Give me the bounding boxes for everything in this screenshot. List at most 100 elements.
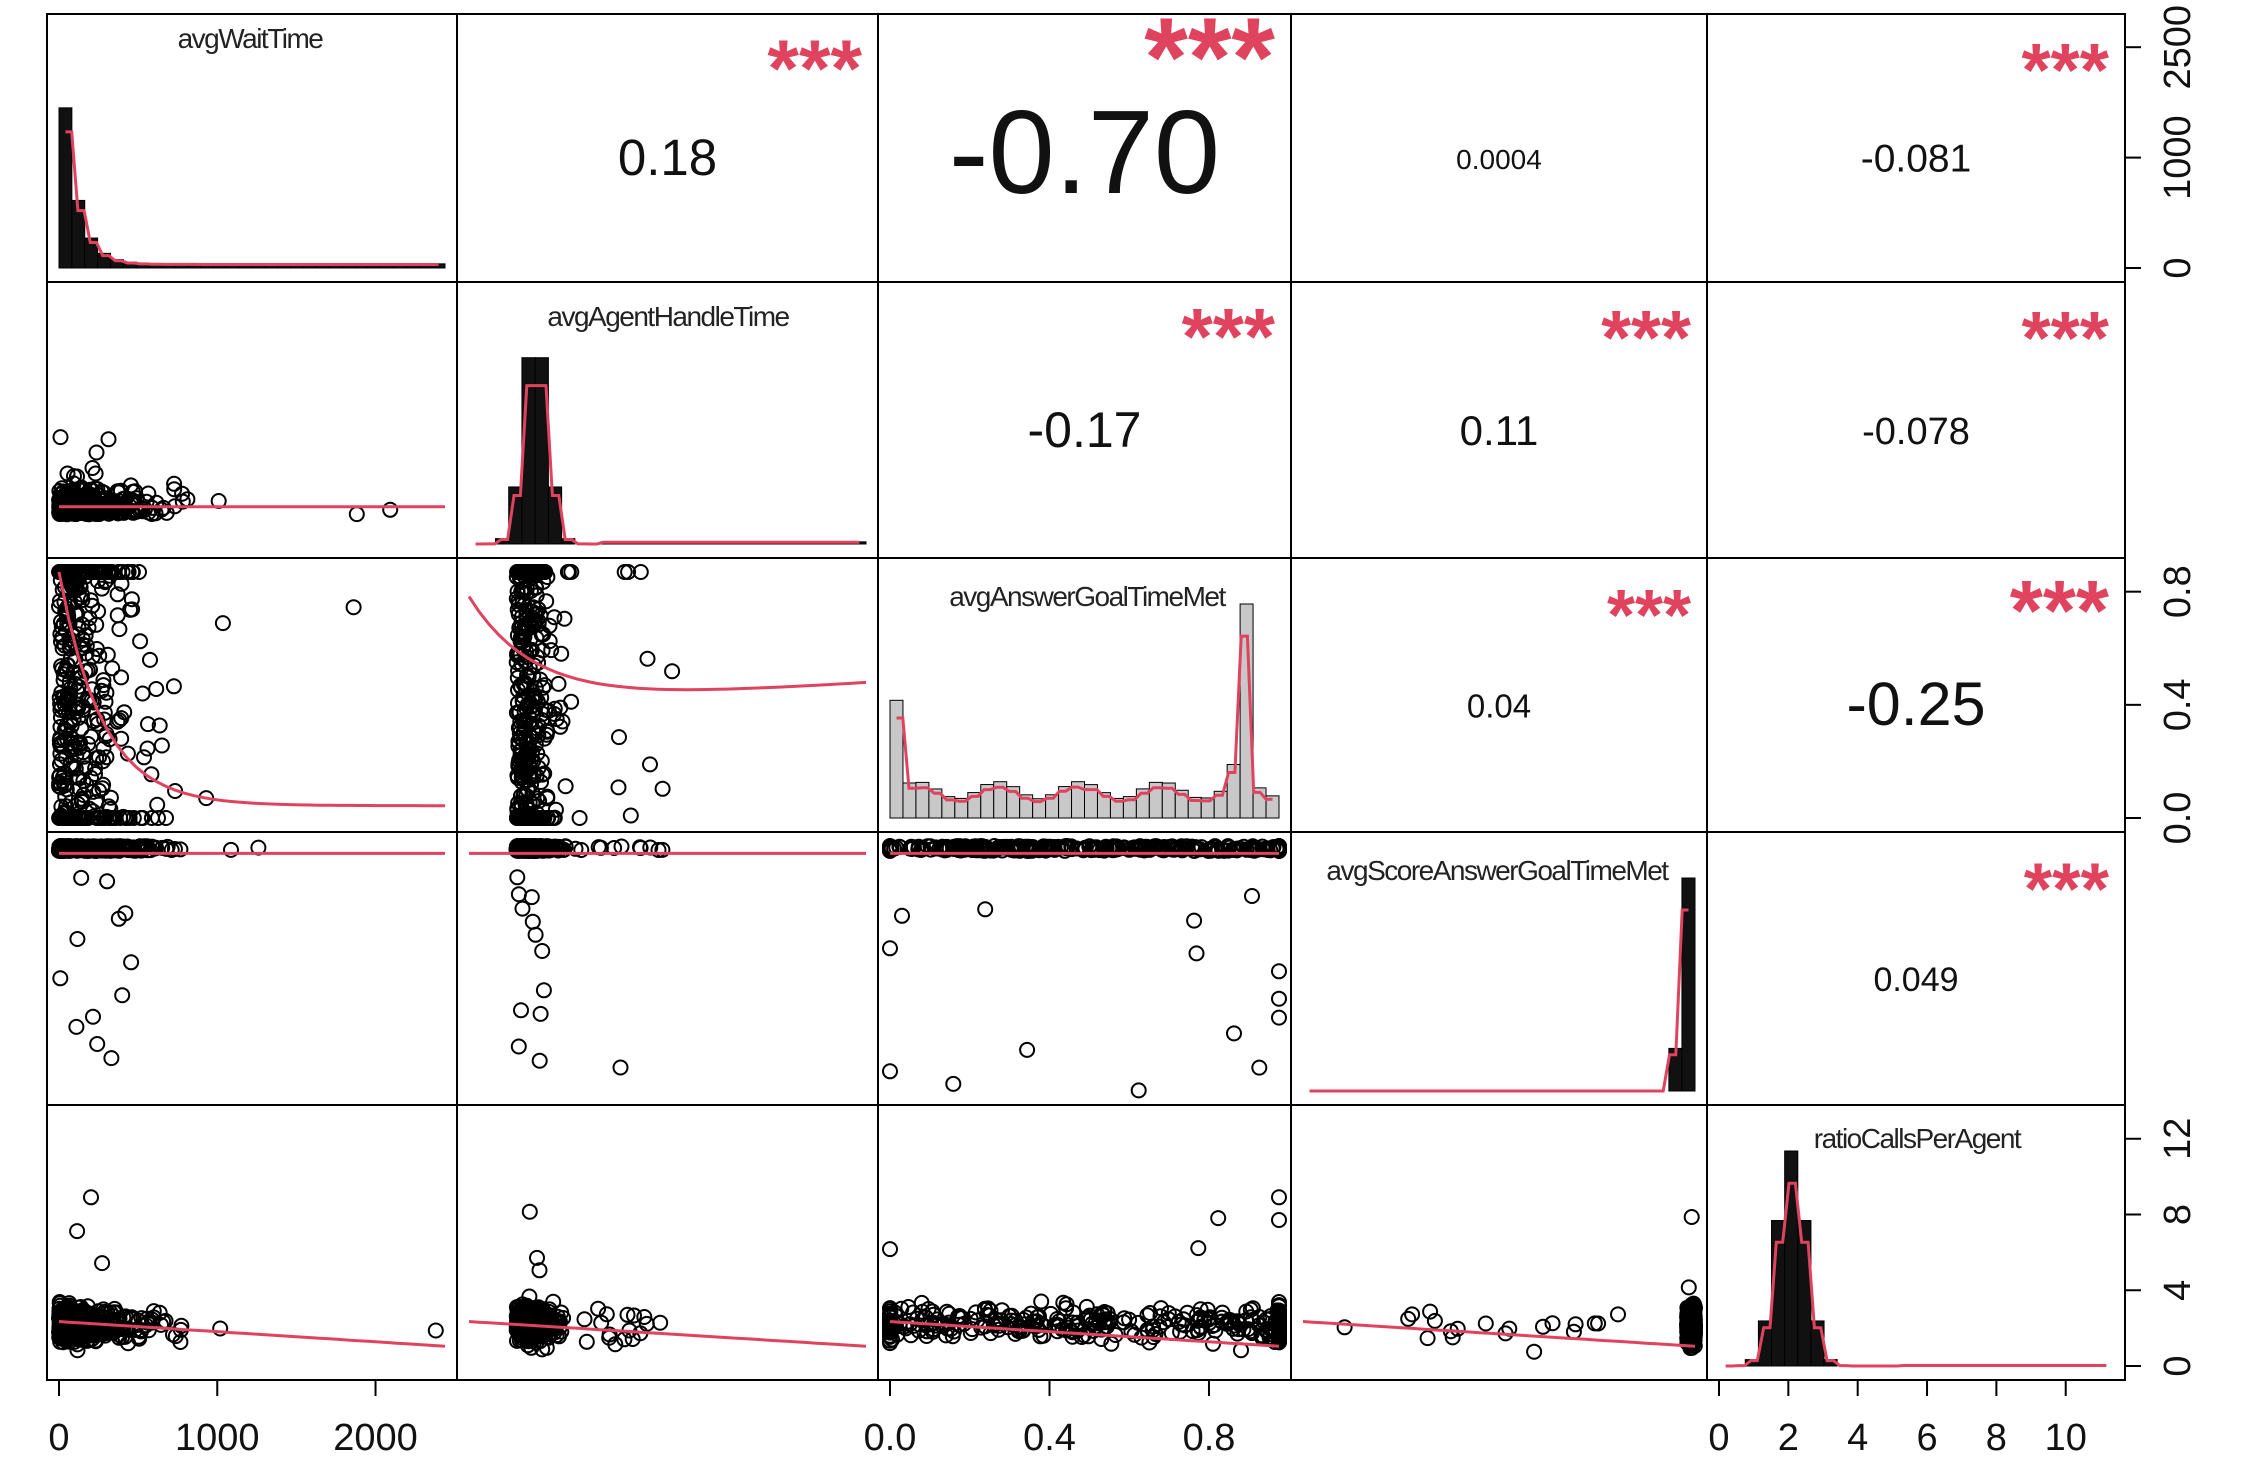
scatter-point <box>512 810 528 826</box>
scatter-point <box>95 776 112 793</box>
scatter-point <box>153 737 170 754</box>
scatter-point <box>88 641 105 657</box>
scatter-panel-avgAnswerGoalTimeMet-vs-avgAgentHandleTime <box>467 564 867 826</box>
correlation-panel-0-2: -0.70*** <box>949 0 1276 219</box>
scatter-point <box>533 626 550 643</box>
significance-stars: *** <box>767 24 862 114</box>
scatter-point <box>1680 1279 1697 1296</box>
density-line <box>896 634 1273 804</box>
scatter-point <box>576 1311 593 1328</box>
scatter-point <box>55 689 72 706</box>
scatter-point <box>509 601 526 618</box>
scatter-point <box>527 926 544 943</box>
scatter-point <box>622 807 639 824</box>
scatter-point <box>83 769 99 786</box>
scatter-point <box>512 743 529 760</box>
scatter-point <box>125 810 142 826</box>
panel-border <box>46 13 458 283</box>
scatter-point <box>1226 1025 1242 1042</box>
significance-stars: *** <box>2021 28 2109 112</box>
scatter-point <box>664 663 681 680</box>
correlation-value: -0.078 <box>1862 411 1970 453</box>
scatter-point <box>515 676 532 693</box>
smooth-line <box>57 571 445 808</box>
scatter-point <box>166 481 183 498</box>
scatter-point <box>882 940 898 957</box>
scatter-point <box>348 506 365 523</box>
scatter-point <box>882 1063 898 1080</box>
histogram-bar <box>889 699 904 819</box>
scatter-point <box>642 756 658 773</box>
scatter-point <box>120 564 137 580</box>
diagonal-panel-avgAnswerGoalTimeMet: avgAnswerGoalTimeMet <box>889 581 1280 819</box>
scatter-point <box>550 675 567 692</box>
scatter-point <box>123 842 140 859</box>
scatter-point <box>111 712 128 729</box>
scatter-point <box>427 1322 444 1339</box>
scatter-point <box>1033 1293 1050 1310</box>
panel-frames <box>46 13 2126 1381</box>
variable-name-avgAnswerGoalTimeMet: avgAnswerGoalTimeMet <box>949 581 1226 612</box>
scatter-point <box>1419 1330 1436 1347</box>
scatter-point <box>67 503 84 520</box>
histogram-bar <box>1681 877 1696 1092</box>
scatter-point <box>102 810 119 826</box>
scatter-point <box>1019 1041 1036 1058</box>
scatter-point <box>382 501 399 518</box>
scatter-point <box>345 599 362 616</box>
scatter-point <box>510 795 527 812</box>
scatter-point <box>535 982 552 999</box>
tick-label: 0.0 <box>2157 792 2199 845</box>
tick-label: 0.0 <box>864 1417 917 1457</box>
scatter-point <box>535 679 551 696</box>
scatter-point <box>59 663 75 680</box>
scatter-point <box>139 740 156 757</box>
bottom-axis-col-2: 0.0 0.4 0.8 <box>864 1380 1235 1457</box>
scatter-point <box>66 575 83 592</box>
scatter-point <box>894 907 910 924</box>
scatter-point <box>165 678 182 695</box>
scatter-point <box>639 650 656 667</box>
scatter-point <box>136 749 152 766</box>
scatter-point <box>65 481 82 498</box>
scatter-point <box>95 677 112 694</box>
scatter-point <box>117 905 134 922</box>
scatter-point <box>83 1189 99 1206</box>
correlation-panel-0-3: 0.0004 <box>1456 144 1542 175</box>
scatter-point <box>515 564 532 580</box>
scatter-point <box>1526 1343 1543 1360</box>
scatter-point <box>1586 1315 1603 1332</box>
scatter-point <box>121 810 138 826</box>
correlation-value: 0.049 <box>1873 961 1958 999</box>
scatter-point <box>134 685 151 702</box>
scatter-point <box>571 810 588 826</box>
scatter-point <box>100 798 117 815</box>
scatter-point <box>922 841 939 858</box>
scatter-point <box>55 840 72 857</box>
scatter-point <box>1186 912 1203 929</box>
scatter-point <box>539 788 556 805</box>
scatter-panel-ratioCallsPerAgent-vs-avgWaitTime <box>51 1189 446 1359</box>
diagonal-panel-avgScoreAnswerGoalTimeMet: avgScoreAnswerGoalTimeMet <box>1309 855 1696 1093</box>
scatter-point <box>977 901 994 918</box>
scatter-point <box>124 601 141 618</box>
scatter-point <box>102 789 119 806</box>
scatter-point <box>54 484 71 501</box>
scatter-point <box>63 739 80 755</box>
scatter-point <box>1188 945 1205 962</box>
scatter-point <box>882 1241 898 1258</box>
scatter-panel-avgScoreAnswerGoalTimeMet-vs-avgWaitTime <box>51 838 445 1067</box>
scatter-point <box>54 640 71 657</box>
scatter-point <box>68 703 84 720</box>
scatter-point <box>523 641 540 658</box>
correlation-panel-1-3: 0.11 *** <box>1460 295 1691 454</box>
scatter-point <box>509 627 526 644</box>
tick-label: 4 <box>2157 1280 2199 1301</box>
variable-name-avgWaitTime: avgWaitTime <box>178 23 324 54</box>
scatter-point <box>98 684 115 701</box>
scatter-point <box>606 840 623 856</box>
scatter-point <box>1210 1210 1227 1227</box>
scatter-point <box>553 645 570 662</box>
scatter-point <box>1251 1059 1268 1076</box>
